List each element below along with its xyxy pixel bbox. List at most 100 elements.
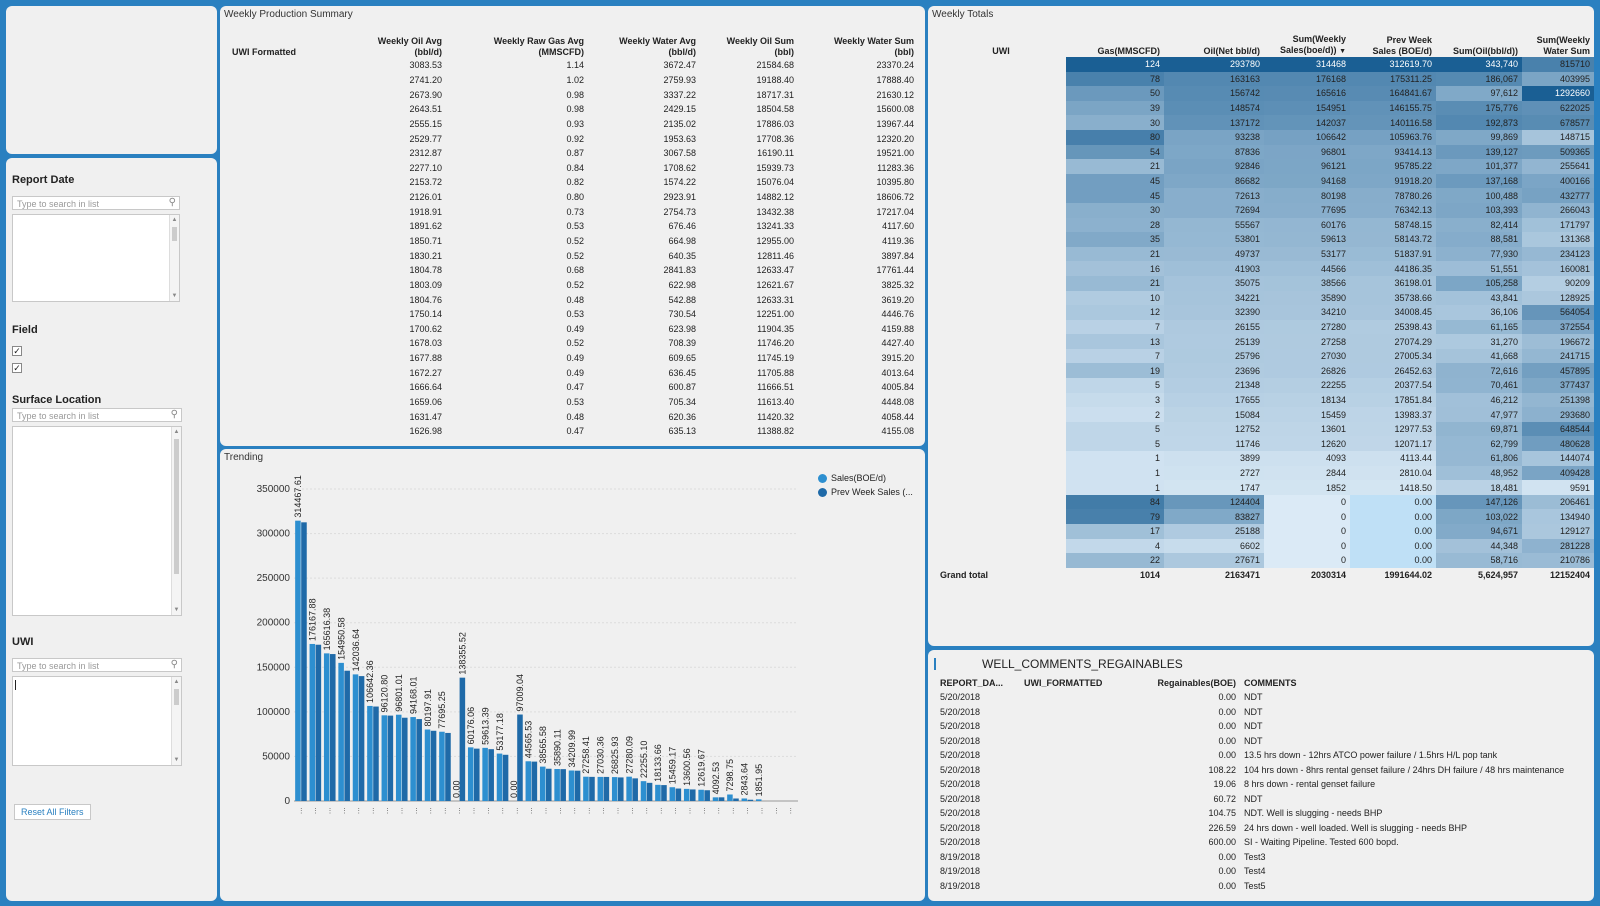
- chart-bar[interactable]: [626, 776, 632, 801]
- table-row[interactable]: 2 15084 15459 13983.37 47,977 293680: [936, 407, 1594, 422]
- surface-location-search[interactable]: Type to search in list ⚲: [12, 408, 182, 422]
- chart-bar[interactable]: [618, 777, 624, 801]
- table-row[interactable]: 1 3899 4093 4113.44 61,806 144074: [936, 451, 1594, 466]
- table-row[interactable]: 5/20/2018 0.00 NDT: [936, 705, 1594, 720]
- chart-bar[interactable]: [467, 747, 474, 801]
- scrollbar[interactable]: ▲ ▼: [169, 215, 179, 301]
- table-row[interactable]: 5 11746 12620 12071.17 62,799 480628: [936, 436, 1594, 452]
- chart-bar[interactable]: [496, 753, 503, 801]
- table-row[interactable]: 2153.72 0.82 1574.22 15076.04 10395.80: [228, 175, 918, 190]
- chart-bar[interactable]: [315, 644, 322, 801]
- table-row[interactable]: 1750.14 0.53 730.54 12251.00 4446.76: [228, 307, 918, 322]
- chart-bar[interactable]: [683, 788, 690, 801]
- table-row[interactable]: 80 93238 106642 105963.76 99,869 148715: [936, 129, 1594, 145]
- col-weekly-oil-sum[interactable]: Weekly Oil Sum (bbl): [726, 36, 794, 57]
- chart-bar[interactable]: [352, 674, 359, 801]
- chart-bar[interactable]: [698, 789, 704, 801]
- table-row[interactable]: 5/20/2018 108.22 104 hrs down - 8hrs renta…: [936, 763, 1594, 778]
- table-row[interactable]: 1672.27 0.49 636.45 11705.88 4013.64: [228, 365, 918, 380]
- chart-bar[interactable]: [574, 770, 581, 801]
- reset-all-filters-button[interactable]: Reset All Filters: [14, 804, 91, 820]
- chart-bar[interactable]: [387, 715, 394, 801]
- col-oil-net[interactable]: Oil(Net bbl/d): [1203, 46, 1261, 56]
- scroll-thumb[interactable]: [174, 439, 179, 574]
- chart-bar[interactable]: [733, 798, 739, 801]
- chart-bar[interactable]: [755, 799, 762, 801]
- table-row[interactable]: 1850.71 0.52 664.98 12955.00 4119.36: [228, 234, 918, 249]
- col-prev-week-sales[interactable]: Prev Week Sales (BOE/d): [1372, 35, 1432, 56]
- col-sum-weekly-sales[interactable]: Sum(Weekly Sales(boe/d)) ▼: [1264, 34, 1350, 57]
- chart-bar[interactable]: [597, 776, 604, 801]
- table-row[interactable]: 8/19/2018 0.00 Test4: [936, 864, 1594, 879]
- table-row[interactable]: 2277.10 0.84 1708.62 15939.73 11283.36: [228, 160, 918, 175]
- chart-bar[interactable]: [330, 654, 336, 801]
- uwi-list[interactable]: ▲ ▼: [12, 676, 182, 766]
- chart-bar[interactable]: [583, 776, 589, 801]
- table-row[interactable]: 16 41903 44566 44186.35 51,551 160081: [936, 261, 1594, 276]
- chart-bar[interactable]: [741, 798, 748, 801]
- chart-bar[interactable]: [338, 662, 344, 801]
- chart-bar[interactable]: [727, 794, 733, 801]
- table-row[interactable]: 1804.78 0.68 2841.83 12633.47 17761.44: [228, 263, 918, 278]
- report-date-list[interactable]: ▲ ▼: [12, 214, 180, 302]
- col-uwi[interactable]: UWI: [992, 46, 1010, 56]
- table-row[interactable]: 8/19/2018 0.00 Test5: [936, 879, 1594, 894]
- chart-bar[interactable]: [323, 653, 330, 801]
- col-weekly-raw-gas-avg[interactable]: Weekly Raw Gas Avg (MMSCFD): [493, 36, 584, 57]
- chart-bar[interactable]: [525, 761, 532, 801]
- chart-bar[interactable]: [395, 714, 402, 801]
- col-weekly-oil-avg[interactable]: Weekly Oil Avg (bbl/d): [377, 36, 442, 57]
- chart-bar[interactable]: [517, 714, 523, 801]
- table-row[interactable]: 1 2727 2844 2810.04 48,952 409428: [936, 465, 1594, 481]
- table-row[interactable]: 5/20/2018 0.00 NDT: [936, 734, 1594, 749]
- table-row[interactable]: 39 148574 154951 146155.75 175,776 622025: [936, 100, 1594, 116]
- table-row[interactable]: 54 87836 96801 93414.13 139,127 509365: [936, 144, 1594, 160]
- col-uwi-formatted[interactable]: UWI_FORMATTED: [1024, 678, 1103, 688]
- scroll-down-icon[interactable]: ▼: [173, 607, 180, 613]
- table-row[interactable]: 1803.09 0.52 622.98 12621.67 3825.32: [228, 278, 918, 293]
- col-weekly-water-avg[interactable]: Weekly Water Avg (bbl/d): [619, 36, 696, 57]
- scroll-thumb[interactable]: [172, 227, 177, 241]
- table-row[interactable]: 2126.01 0.80 2923.91 14882.12 18606.72: [228, 190, 918, 205]
- chart-bar[interactable]: [611, 777, 618, 801]
- table-row[interactable]: 17 25188 0 0.00 94,671 129127: [936, 524, 1594, 539]
- scrollbar[interactable]: ▲ ▼: [171, 427, 181, 615]
- table-row[interactable]: 5 21348 22255 20377.54 70,461 377437: [936, 378, 1594, 393]
- chart-bar[interactable]: [661, 785, 667, 801]
- legend-item-prev-week[interactable]: Prev Week Sales (...: [818, 487, 913, 498]
- chart-bar[interactable]: [704, 790, 710, 801]
- table-row[interactable]: 1626.98 0.47 635.13 11388.82 4155.08: [228, 424, 918, 439]
- chart-bar[interactable]: [712, 797, 719, 801]
- sort-desc-icon[interactable]: ▼: [1339, 48, 1346, 55]
- table-row[interactable]: 78 163163 176168 175311.25 186,067 403995: [936, 71, 1594, 87]
- chart-bar[interactable]: [344, 670, 350, 801]
- table-row[interactable]: 5 12752 13601 12977.53 69,871 648544: [936, 421, 1594, 437]
- scrollbar[interactable]: ▲ ▼: [171, 677, 181, 765]
- chart-bar[interactable]: [367, 705, 373, 801]
- chart-bar[interactable]: [424, 729, 431, 801]
- col-weekly-water-sum[interactable]: Weekly Water Sum (bbl): [833, 36, 914, 57]
- table-row[interactable]: 5/20/2018 0.00 13.5 hrs down - 12hrs ATCO …: [936, 748, 1594, 763]
- table-row[interactable]: 2673.90 0.98 3337.22 18717.31 21630.12: [228, 87, 918, 102]
- table-row[interactable]: 7 25796 27030 27005.34 41,668 241715: [936, 348, 1594, 364]
- table-row[interactable]: 5/20/2018 60.72 NDT: [936, 792, 1594, 807]
- chart-bar[interactable]: [640, 781, 647, 801]
- table-row[interactable]: 1666.64 0.47 600.87 11666.51 4005.84: [228, 380, 918, 395]
- table-row[interactable]: 5/20/2018 19.06 8 hrs down - rental genset…: [936, 777, 1594, 792]
- chart-bar[interactable]: [295, 520, 301, 801]
- chart-bar[interactable]: [655, 784, 661, 801]
- table-row[interactable]: 8/19/2018 0.00 Test3: [936, 850, 1594, 865]
- chart-bar[interactable]: [439, 731, 445, 801]
- chart-bar[interactable]: [488, 749, 494, 801]
- table-row[interactable]: 30 137172 142037 140116.58 192,873 678577: [936, 115, 1594, 130]
- table-row[interactable]: 4 6602 0 0.00 44,348 281228: [936, 538, 1594, 554]
- table-row[interactable]: 5/20/2018 226.59 24 hrs down - well loaded…: [936, 821, 1594, 836]
- scroll-up-icon[interactable]: ▲: [173, 429, 180, 435]
- table-row[interactable]: 21 35075 38566 36198.01 105,258 90209: [936, 275, 1594, 291]
- table-row[interactable]: 7 26155 27280 25398.43 61,165 372554: [936, 319, 1594, 335]
- field-checkbox-2[interactable]: ✓: [12, 363, 22, 373]
- table-row[interactable]: 3 17655 18134 17851.84 46,212 251398: [936, 392, 1594, 408]
- surface-location-list[interactable]: ▲ ▼: [12, 426, 182, 616]
- chart-bar[interactable]: [430, 730, 437, 801]
- chart-bar[interactable]: [560, 769, 566, 801]
